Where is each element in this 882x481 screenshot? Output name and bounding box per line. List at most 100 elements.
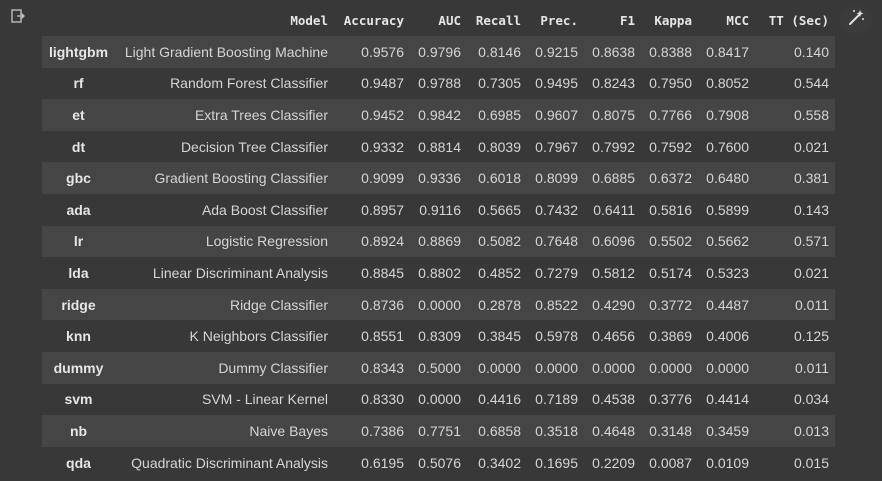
cell-model: Gradient Boosting Classifier	[154, 170, 328, 187]
cell-tt: 0.013	[793, 422, 829, 439]
cell-mcc: 0.0109	[706, 454, 749, 471]
cell-kappa: 0.7950	[649, 75, 692, 92]
row-index: svm	[64, 391, 93, 408]
cell-auc: 0.5000	[418, 359, 461, 376]
cell-model: Ridge Classifier	[229, 296, 328, 313]
cell-model: Ada Boost Classifier	[201, 201, 328, 218]
cell-recall: 0.3402	[478, 454, 521, 471]
cell-tt: 0.011	[795, 359, 829, 376]
cell-model: Random Forest Classifier	[170, 75, 328, 92]
cell-auc: 0.8869	[418, 233, 461, 250]
cell-accuracy: 0.6195	[361, 454, 404, 471]
cell-tt: 0.381	[793, 170, 829, 187]
column-header: F1	[619, 12, 635, 28]
cell-kappa: 0.5502	[649, 233, 692, 250]
cell-accuracy: 0.8845	[361, 264, 404, 281]
cell-kappa: 0.3148	[649, 422, 692, 439]
cell-f1: 0.6096	[592, 233, 635, 250]
cell-kappa: 0.8388	[649, 43, 692, 60]
cell-prec: 0.7189	[535, 391, 578, 408]
cell-kappa: 0.3869	[649, 328, 692, 345]
cell-auc: 0.8802	[418, 264, 461, 281]
table-row: lightgbm Light Gradient Boosting Machine 0…	[42, 36, 835, 68]
table-row: ada Ada Boost Classifier 0.8957 0.9116 0.566…	[42, 193, 835, 226]
cell-model: Light Gradient Boosting Machine	[124, 43, 328, 60]
row-index: et	[72, 106, 85, 123]
column-header: Model	[290, 12, 328, 28]
cell-accuracy: 0.8957	[361, 201, 404, 218]
cell-model: Linear Discriminant Analysis	[152, 264, 328, 281]
table-row: lr Logistic Regression 0.8924 0.8869 0.5082 0…	[42, 225, 835, 258]
cell-model: Dummy Classifier	[218, 359, 328, 376]
cell-mcc: 0.7600	[706, 138, 749, 155]
table-row: svm SVM - Linear Kernel 0.8330 0.0000 0.4416…	[42, 383, 835, 416]
cell-mcc: 0.4414	[706, 391, 749, 408]
cell-f1: 0.6885	[592, 170, 635, 187]
column-header: Prec.	[540, 12, 578, 28]
cell-prec: 0.3518	[535, 422, 578, 439]
cell-f1: 0.4648	[592, 422, 635, 439]
cell-f1: 0.8243	[592, 75, 635, 92]
cell-auc: 0.9788	[418, 75, 461, 92]
cell-kappa: 0.3772	[649, 296, 692, 313]
cell-model: SVM - Linear Kernel	[201, 391, 328, 408]
row-index: knn	[66, 328, 91, 345]
cell-prec: 0.7967	[535, 138, 578, 155]
table-row: dummy Dummy Classifier 0.8343 0.5000 0.0000 0…	[42, 351, 835, 384]
cell-auc: 0.9796	[418, 43, 461, 60]
cell-recall: 0.6985	[478, 106, 521, 123]
cell-kappa: 0.0087	[649, 454, 692, 471]
cell-accuracy: 0.9332	[361, 138, 404, 155]
cell-f1: 0.6411	[593, 201, 635, 218]
cell-model: Naive Bayes	[249, 422, 328, 439]
cell-tt: 0.021	[793, 138, 829, 155]
table-row: dt Decision Tree Classifier 0.9332 0.8814 0.…	[42, 130, 835, 163]
cell-tt: 0.143	[793, 201, 829, 218]
cell-kappa: 0.7592	[649, 138, 692, 155]
cell-f1: 0.5812	[592, 264, 635, 281]
cell-recall: 0.8146	[478, 43, 521, 60]
row-index: rf	[73, 75, 84, 92]
cell-auc: 0.9336	[418, 170, 461, 187]
cell-model: Quadratic Discriminant Analysis	[131, 454, 328, 471]
cell-f1: 0.2209	[592, 454, 635, 471]
cell-f1: 0.0000	[592, 359, 635, 376]
row-index: nb	[69, 422, 88, 439]
row-index: lda	[68, 264, 89, 281]
cell-tt: 0.011	[795, 296, 829, 313]
cell-recall: 0.4416	[478, 391, 521, 408]
cell-mcc: 0.5899	[706, 201, 749, 218]
cell-kappa: 0.5174	[649, 264, 692, 281]
column-header: MCC	[726, 12, 749, 28]
cell-kappa: 0.6372	[649, 170, 692, 187]
cell-prec: 0.9215	[535, 43, 578, 60]
cell-tt: 0.015	[793, 454, 829, 471]
row-index: lr	[73, 233, 84, 250]
cell-prec: 0.7648	[535, 233, 578, 250]
header-row: Model Accuracy AUC Recall Prec. F1 Kappa MCC TT …	[42, 4, 835, 36]
cell-accuracy: 0.9452	[361, 106, 404, 123]
cell-prec: 0.0000	[535, 359, 578, 376]
cell-tt: 0.140	[793, 43, 829, 60]
cell-auc: 0.7751	[418, 422, 461, 439]
cell-f1: 0.4656	[592, 328, 635, 345]
magic-wand-icon	[846, 8, 866, 33]
cell-prec: 0.1695	[535, 454, 578, 471]
cell-auc: 0.0000	[418, 391, 461, 408]
table-row: qda Quadratic Discriminant Analysis 0.6195…	[42, 446, 835, 479]
cell-prec: 0.8522	[535, 296, 578, 313]
cell-prec: 0.9607	[535, 106, 578, 123]
cell-model: Extra Trees Classifier	[194, 106, 328, 123]
cell-recall: 0.4852	[478, 264, 521, 281]
cell-recall: 0.0000	[478, 359, 521, 376]
row-index: dummy	[53, 359, 104, 376]
magic-wand-button[interactable]	[840, 4, 872, 36]
row-index: lightgbm	[48, 43, 109, 60]
cell-recall: 0.5082	[478, 233, 521, 250]
output-redirect-icon[interactable]	[10, 8, 26, 24]
cell-auc: 0.0000	[418, 296, 461, 313]
table-row: et Extra Trees Classifier 0.9452 0.9842 0.69…	[42, 99, 835, 131]
cell-auc: 0.9842	[418, 106, 461, 123]
cell-kappa: 0.5816	[649, 201, 692, 218]
cell-accuracy: 0.9487	[361, 75, 404, 92]
